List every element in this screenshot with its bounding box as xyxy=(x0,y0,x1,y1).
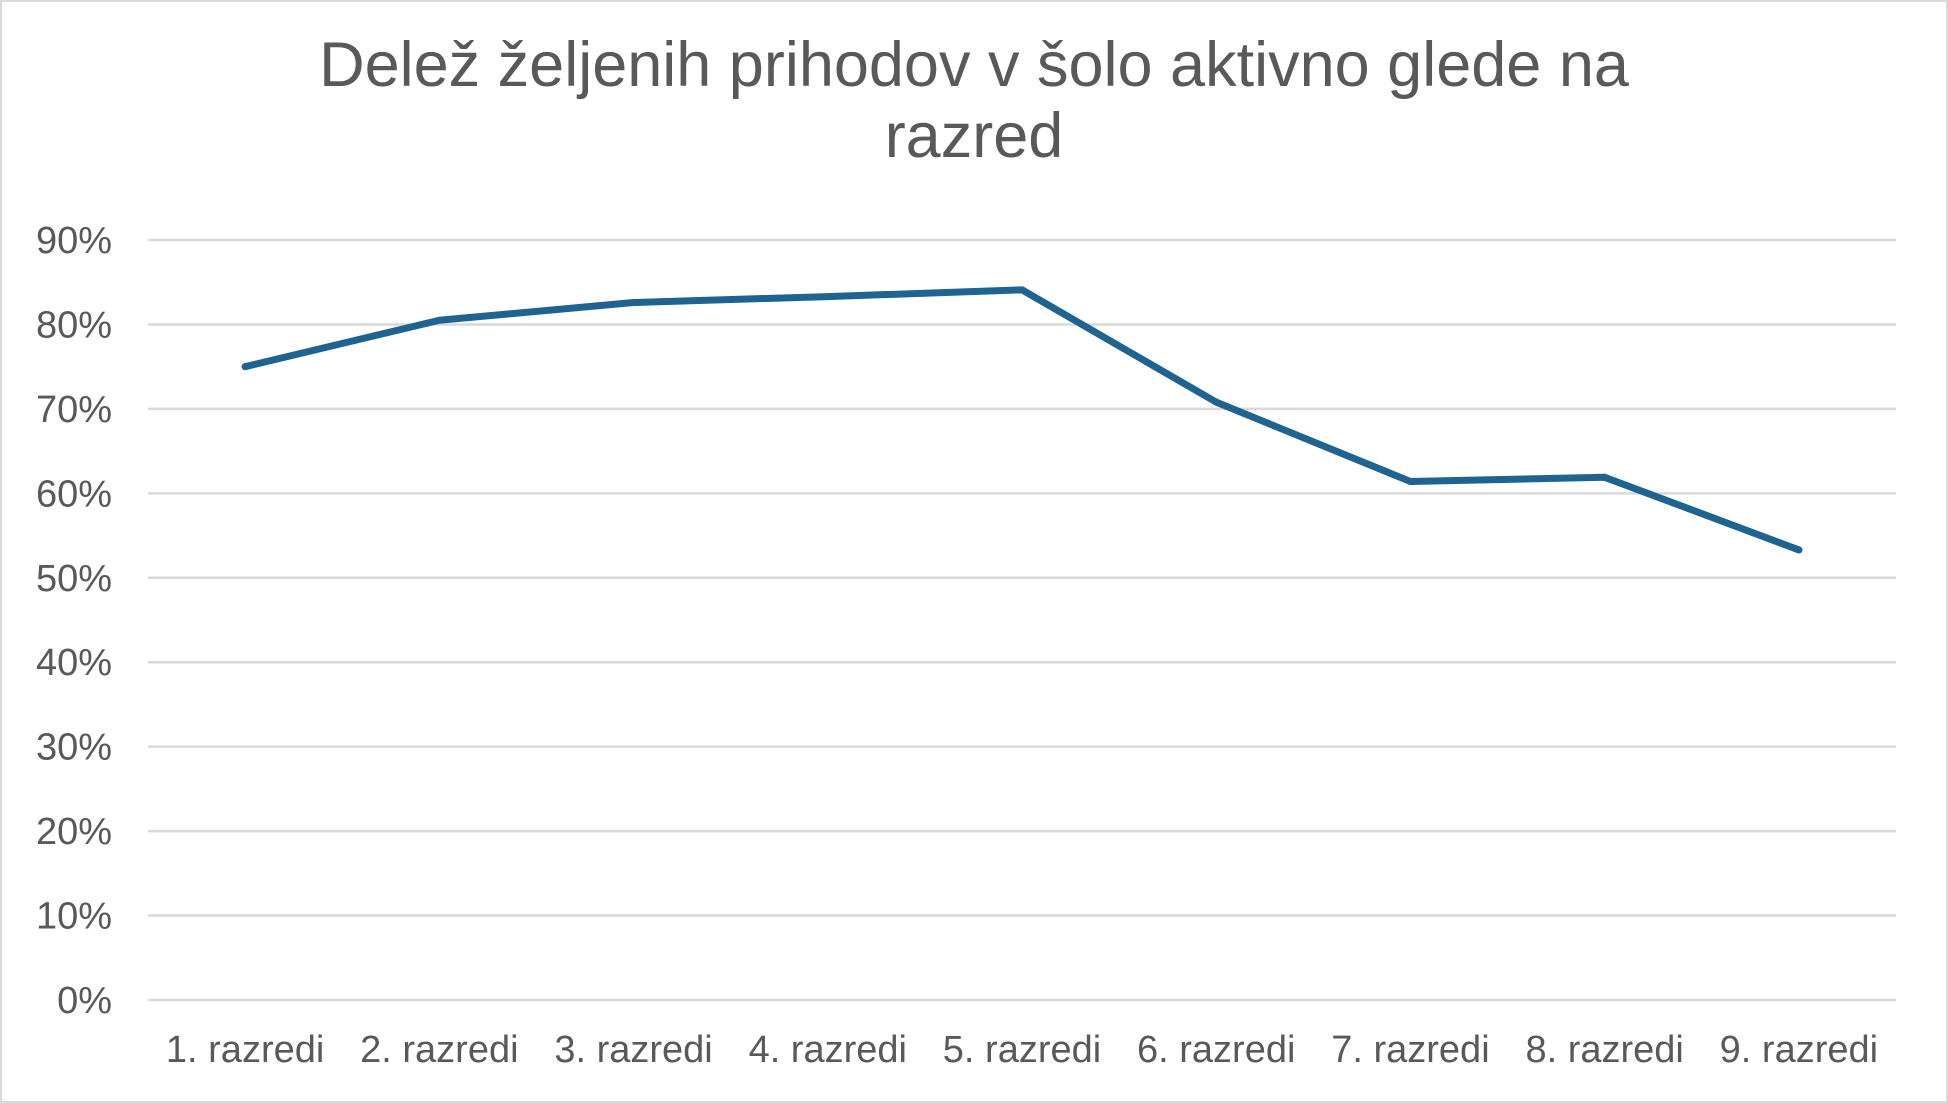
data-point xyxy=(1406,478,1414,486)
y-tick-label: 0% xyxy=(57,980,112,1022)
y-axis-ticks: 0% 10% 20% 30% 40% 50% 60% 70% 80% 90% xyxy=(36,220,112,1022)
data-point xyxy=(824,293,832,301)
series-line xyxy=(241,286,1803,554)
x-tick-label: 2. razredi xyxy=(360,1029,518,1071)
y-tick-label: 10% xyxy=(36,896,112,938)
chart-title: Delež željenih prihodov v šolo aktivno g… xyxy=(0,30,1948,172)
x-tick-label: 3. razredi xyxy=(554,1029,712,1071)
x-tick-label: 4. razredi xyxy=(749,1029,907,1071)
data-point xyxy=(1601,473,1609,481)
x-axis-ticks: 1. razredi 2. razredi 3. razredi 4. razredi… xyxy=(166,1029,1878,1071)
x-tick-label: 7. razredi xyxy=(1331,1029,1489,1071)
x-tick-label: 9. razredi xyxy=(1720,1029,1878,1071)
data-point xyxy=(630,298,638,306)
gridlines xyxy=(148,238,1896,1002)
y-tick-label: 80% xyxy=(36,304,112,346)
y-tick-label: 40% xyxy=(36,642,112,684)
y-tick-label: 70% xyxy=(36,389,112,431)
x-tick-label: 5. razredi xyxy=(943,1029,1101,1071)
data-point xyxy=(1795,546,1803,554)
y-tick-label: 90% xyxy=(36,220,112,262)
data-point xyxy=(435,316,443,324)
x-tick-label: 8. razredi xyxy=(1525,1029,1683,1071)
x-tick-label: 1. razredi xyxy=(166,1029,324,1071)
data-point xyxy=(241,363,249,371)
y-tick-label: 20% xyxy=(36,811,112,853)
y-tick-label: 30% xyxy=(36,727,112,769)
chart-title-line-1: Delež željenih prihodov v šolo aktivno g… xyxy=(319,30,1629,100)
data-point xyxy=(1018,286,1026,294)
y-tick-label: 60% xyxy=(36,473,112,515)
chart-title-line-2: razred xyxy=(884,101,1064,171)
series-layer xyxy=(241,286,1803,554)
x-tick-label: 6. razredi xyxy=(1137,1029,1295,1071)
data-point xyxy=(1212,398,1220,406)
y-tick-label: 50% xyxy=(36,558,112,600)
